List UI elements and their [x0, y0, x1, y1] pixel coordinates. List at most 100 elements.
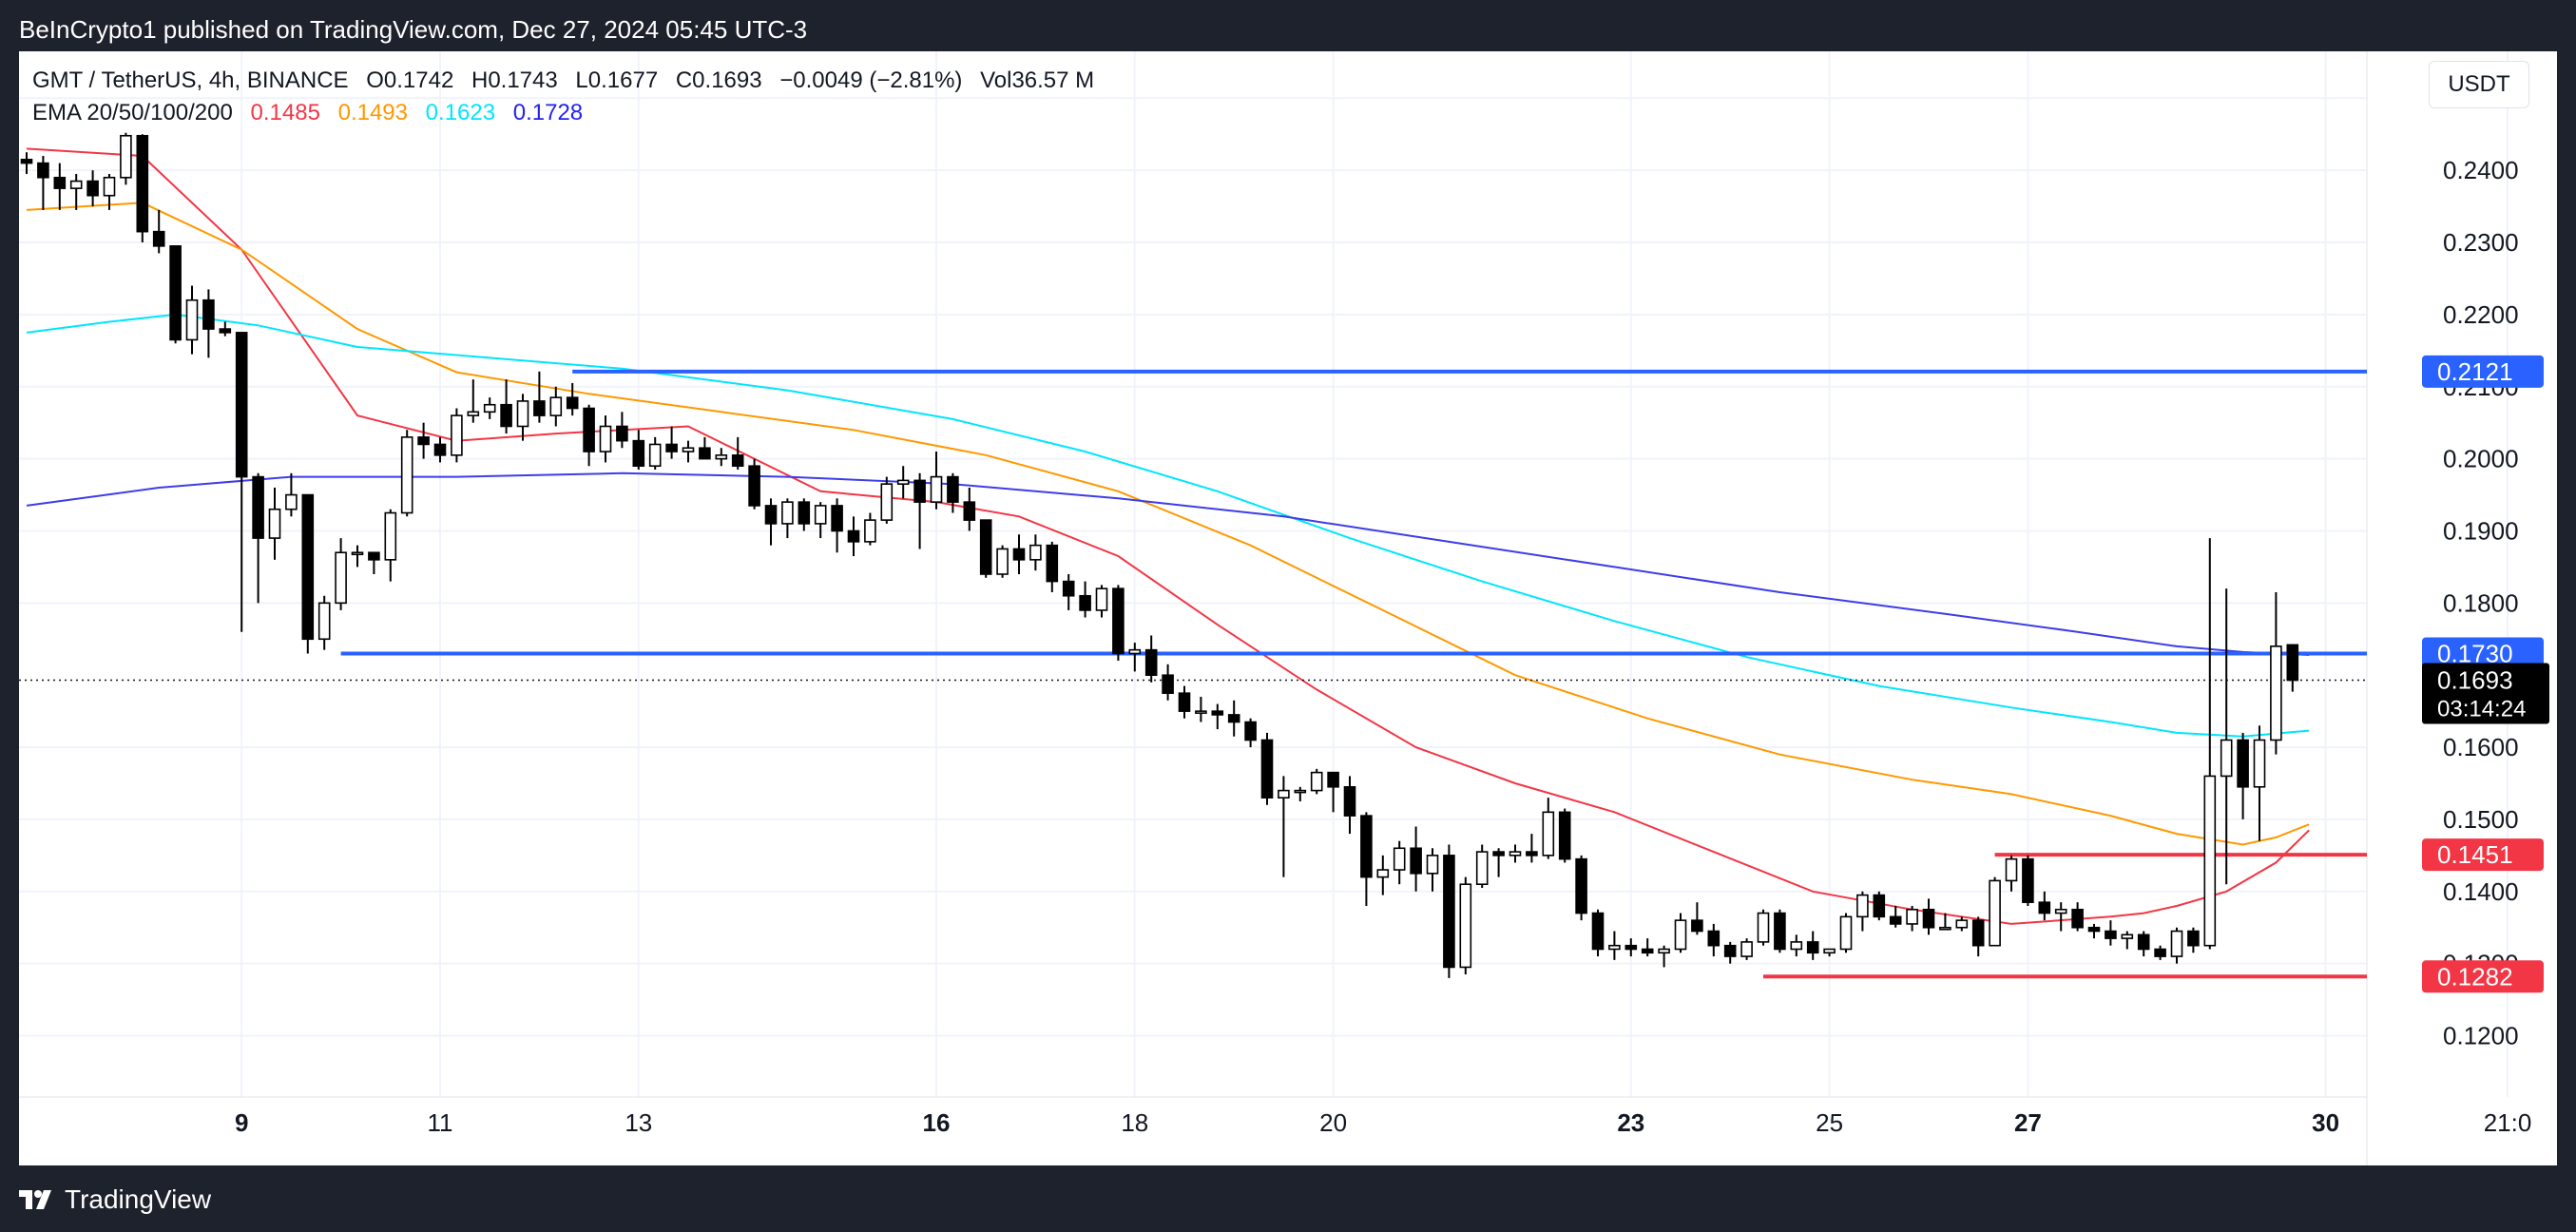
candle-up	[715, 454, 728, 460]
candle-down	[1641, 948, 1654, 954]
candle-down	[533, 400, 546, 416]
ema-200-line	[26, 472, 2310, 656]
candle-down	[963, 501, 976, 521]
candle-down	[2286, 644, 2299, 682]
tradingview-brand[interactable]: TradingView	[19, 1184, 211, 1215]
candle-down	[2154, 948, 2166, 957]
candle-up	[1509, 851, 1522, 857]
level-price-label: 0.1282	[2437, 962, 2513, 991]
published-text: BeInCrypto1 published on TradingView.com…	[19, 15, 808, 44]
candle-down	[1046, 544, 1059, 583]
candle-down	[1112, 587, 1125, 655]
candle-up	[1294, 789, 1307, 794]
candle-down	[301, 493, 315, 641]
candle-up	[682, 447, 695, 452]
candle-up	[1939, 926, 1951, 931]
candle-up	[1839, 915, 1853, 951]
ema-50-value: 0.1493	[337, 100, 408, 125]
candle-down	[566, 396, 579, 410]
candle-down	[979, 519, 992, 575]
candle-down	[1526, 851, 1538, 857]
x-tick-label: 27	[2014, 1108, 2042, 1137]
candle-up	[1393, 847, 1406, 871]
candle-down	[2087, 926, 2101, 933]
candle-down	[1922, 908, 1935, 929]
y-tick-label: 0.1600	[2443, 733, 2519, 761]
candle-down	[1443, 855, 1455, 969]
candle-down	[53, 176, 67, 189]
candle-down	[1343, 785, 1356, 817]
change-value: −0.0049 (−2.81%)	[779, 67, 963, 93]
candle-down	[2105, 930, 2117, 939]
candle-down	[748, 465, 760, 507]
x-tick-label: 9	[235, 1108, 248, 1137]
currency-unit-button[interactable]: USDT	[2429, 61, 2529, 108]
chart-panel[interactable]: 0.25000.24000.23000.22000.21000.20000.19…	[19, 51, 2557, 1165]
candle-up	[2170, 930, 2183, 957]
candle-up	[69, 180, 83, 189]
candle-down	[152, 230, 165, 247]
candle-down	[1144, 648, 1158, 677]
candle-up	[2005, 857, 2018, 882]
candle-down	[947, 475, 959, 503]
y-tick-label: 0.2300	[2443, 228, 2519, 257]
candle-down	[616, 425, 628, 442]
last-price-badge	[2422, 663, 2549, 724]
y-tick-label: 0.2200	[2443, 300, 2519, 329]
candle-up	[1989, 879, 2001, 947]
candle-down	[252, 475, 264, 539]
footer-bar: TradingView	[0, 1165, 2576, 1232]
candle-down	[2237, 739, 2249, 788]
candle-down	[1410, 847, 1422, 875]
candle-up	[317, 602, 331, 641]
candle-up	[1426, 855, 1439, 875]
candle-up	[781, 501, 794, 525]
candle-down	[1327, 771, 1339, 788]
candle-down	[913, 479, 926, 503]
candle-up	[2121, 934, 2134, 939]
candle-down	[1889, 915, 1902, 925]
ema-100-value: 0.1623	[425, 100, 496, 125]
ema-20-value: 0.1485	[250, 100, 320, 125]
candle-down	[632, 439, 645, 468]
candle-up	[1757, 912, 1770, 943]
candle-up	[1955, 919, 1969, 929]
candle-down	[699, 447, 711, 460]
candle-down	[847, 529, 860, 543]
level-price-label: 0.1730	[2437, 639, 2513, 667]
candle-up	[1856, 894, 1869, 918]
candle-down	[1360, 815, 1373, 878]
candle-down	[368, 551, 380, 561]
candle-up	[1658, 948, 1670, 954]
candle-up	[268, 508, 281, 539]
level-price-badge	[2422, 355, 2544, 388]
candle-down	[1012, 548, 1026, 561]
x-tick-label: 18	[1121, 1108, 1148, 1137]
candle-up	[483, 403, 496, 414]
ema-label[interactable]: EMA 20/50/100/200	[32, 100, 233, 125]
candle-up	[2220, 739, 2233, 778]
candle-up	[1029, 544, 1042, 561]
x-tick-label: 20	[1319, 1108, 1347, 1137]
candle-down	[731, 454, 744, 468]
x-tick-label: 13	[625, 1108, 652, 1137]
candle-down	[1079, 594, 1091, 611]
y-tick-label: 0.2400	[2443, 156, 2519, 184]
symbol-label[interactable]: GMT / TetherUS, 4h, BINANCE	[32, 67, 349, 93]
candle-up	[1195, 710, 1207, 714]
candle-down	[1691, 919, 1703, 933]
candle-up	[467, 411, 480, 416]
y-tick-label: 0.1200	[2443, 1022, 2519, 1050]
candle-down	[1723, 944, 1737, 957]
candle-up	[516, 400, 529, 428]
candle-up	[864, 519, 876, 543]
x-tick-label: 23	[1617, 1108, 1644, 1137]
price-chart[interactable]: 0.25000.24000.23000.22000.21000.20000.19…	[19, 51, 2557, 1165]
candle-down	[20, 158, 33, 164]
candle-up	[1542, 811, 1555, 857]
candle-down	[1162, 674, 1174, 694]
candle-up	[1459, 883, 1472, 969]
high-value: H0.1743	[471, 67, 558, 93]
candle-up	[103, 176, 116, 197]
ohlc-row: GMT / TetherUS, 4h, BINANCE O0.1742 H0.1…	[32, 65, 1094, 97]
